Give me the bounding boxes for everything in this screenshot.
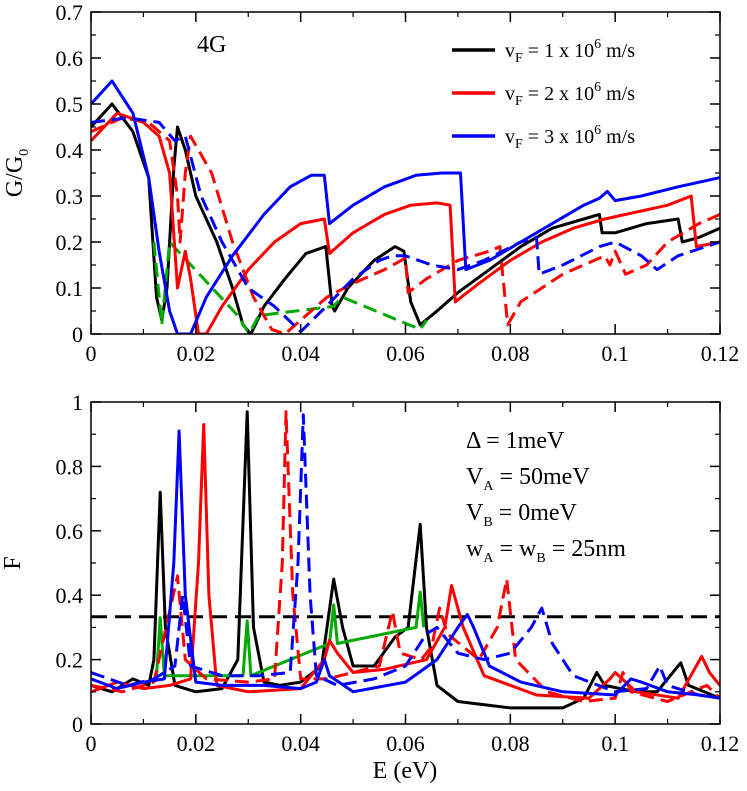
- bottom-xtick-label: 0.06: [386, 731, 425, 756]
- panel-top: 0 0.02 0.04 0.06 0.08 0.1 0.12 0 0.1 0.2 0.3 0.4 0.5…: [2, 0, 739, 366]
- top-ytick-label: 0.1: [56, 276, 84, 301]
- bottom-ylabel: F: [0, 556, 26, 569]
- top-series-line-2: [91, 111, 720, 334]
- bottom-annotation-0: Δ = 1meV: [466, 428, 565, 454]
- top-ytick-label: 0: [72, 322, 83, 347]
- bottom-xtick-label: 0.08: [491, 731, 530, 756]
- bottom-annotation-3: wA = wB = 25nm: [466, 536, 626, 566]
- top-ticks: 0 0.02 0.04 0.06 0.08 0.1 0.12 0 0.1 0.2 0.3 0.4 0.5…: [56, 0, 740, 366]
- top-xtick-label: 0: [86, 341, 97, 366]
- bottom-ytick-label: 0.4: [56, 583, 84, 608]
- bottom-series-line-2: [91, 423, 720, 700]
- top-ytick-label: 0.4: [56, 138, 84, 163]
- top-ylabel-text: G/G0: [2, 149, 32, 197]
- bottom-ytick-label: 0.6: [56, 519, 84, 544]
- bottom-xtick-label: 0.12: [701, 731, 740, 756]
- bottom-series-line-4: [91, 429, 720, 700]
- bottom-xtick-label: 0.04: [281, 731, 320, 756]
- panel-bottom: 0 0.02 0.04 0.06 0.08 0.1 0.12 0 0.2 0.4 0.6 0.8 1 F…: [0, 390, 739, 784]
- top-xtick-label: 0.02: [177, 341, 216, 366]
- bottom-xtick-label: 0.1: [601, 731, 629, 756]
- bottom-series-line-5: [91, 413, 720, 700]
- bottom-ytick-label: 0.8: [56, 454, 84, 479]
- top-annotation-4g: 4G: [197, 32, 226, 58]
- bottom-series-line-0: [91, 410, 720, 710]
- top-xtick-label: 0.06: [386, 341, 425, 366]
- bottom-ytick-label: 1: [72, 390, 83, 415]
- top-ylabel-sub: 0: [17, 149, 32, 156]
- bottom-annotations: Δ = 1meV VA = 50meV VB = 0meV wA = wB = 25n…: [466, 428, 626, 566]
- top-xtick-label: 0.12: [701, 341, 740, 366]
- top-ytick-label: 0.3: [56, 184, 84, 209]
- top-series-line-5: [91, 116, 720, 334]
- legend-label-1: vF = 2 x 106 m/s: [505, 80, 635, 109]
- top-series-line-3: [91, 116, 720, 334]
- bottom-xtick-label: 0.02: [177, 731, 216, 756]
- top-xtick-label: 0.04: [281, 341, 320, 366]
- top-ytick-label: 0.7: [56, 0, 84, 25]
- top-ytick-label: 0.5: [56, 92, 84, 117]
- bottom-xtick-label: 0: [86, 731, 97, 756]
- bottom-ytick-label: 0: [72, 712, 83, 737]
- top-legend: vF = 1 x 106 m/s vF = 2 x 106 m/s vF = 3 x…: [452, 37, 635, 152]
- top-ytick-label: 0.2: [56, 230, 84, 255]
- top-xtick-label: 0.1: [601, 341, 629, 366]
- legend-label-0: vF = 1 x 106 m/s: [505, 37, 635, 66]
- top-series-line-1: [152, 240, 428, 334]
- bottom-ticks: 0 0.02 0.04 0.06 0.08 0.1 0.12 0 0.2 0.4 0.6 0.8 1: [56, 390, 740, 756]
- bottom-annotation-1: VA = 50meV: [466, 464, 590, 494]
- top-series-group: [91, 79, 720, 334]
- bottom-annotation-2: VB = 0meV: [466, 500, 578, 530]
- bottom-series-line-3: [91, 410, 720, 703]
- bottom-series-group: [91, 410, 720, 710]
- top-series-line-4: [91, 79, 720, 334]
- top-ytick-label: 0.6: [56, 46, 84, 71]
- bottom-xlabel: E (eV): [373, 758, 438, 784]
- top-ylabel-main: G/G: [2, 156, 28, 197]
- bottom-ytick-label: 0.2: [56, 648, 84, 673]
- legend-label-2: vF = 3 x 106 m/s: [505, 123, 635, 152]
- top-ylabel: G/G0: [2, 149, 32, 197]
- top-xtick-label: 0.08: [491, 341, 530, 366]
